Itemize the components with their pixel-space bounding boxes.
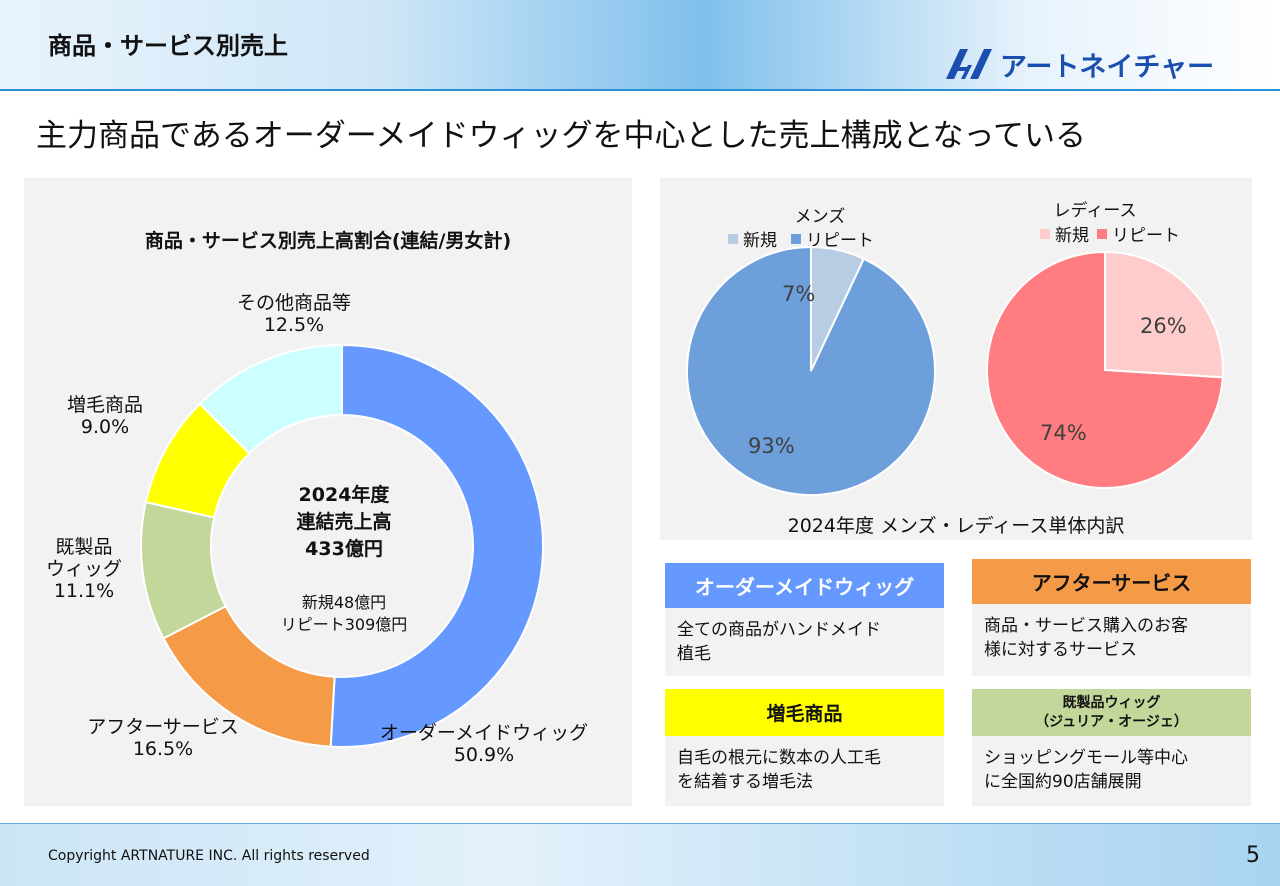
ladies-legend: 新規 リピート <box>1040 221 1180 246</box>
card-order-body2: 植毛 <box>677 644 711 664</box>
label-ready-name2: ウィッグ <box>45 558 122 580</box>
label-ready-name1: 既製品 <box>55 536 113 558</box>
donut-slice-4 <box>198 343 343 455</box>
ladies-legend-repeat: リピート <box>1112 226 1180 246</box>
card-growth-title: 増毛商品 <box>665 689 944 736</box>
logo-mark-icon <box>946 49 992 79</box>
page-number: 5 <box>1246 843 1260 868</box>
men-pie-slice-1 <box>686 245 936 496</box>
center-line2: 連結売上高 <box>296 511 392 533</box>
legend-swatch-men-repeat <box>791 233 801 244</box>
label-order: オーダーメイドウィッグ 50.9% <box>354 722 614 766</box>
logo-wordmark: アートネイチャー <box>1000 51 1215 83</box>
donut-chart-panel: 商品・サービス別売上高割合(連結/男女計) その他商品等 12.5% 増毛商品 … <box>24 178 632 806</box>
legend-swatch-lady-new <box>1040 228 1050 239</box>
label-other: その他商品等 12.5% <box>214 292 374 336</box>
lady-pie-slice-1 <box>986 250 1224 489</box>
header-band <box>0 0 1280 90</box>
center-line1: 2024年度 <box>298 484 390 506</box>
card-after-body2: 様に対するサービス <box>984 640 1137 660</box>
label-after: アフターサービス 16.5% <box>58 716 268 760</box>
label-other-name: その他商品等 <box>236 292 351 314</box>
legend-swatch-lady-repeat <box>1097 228 1107 239</box>
men-new-pct: 7% <box>782 282 816 306</box>
mens-legend-new: 新規 <box>743 231 777 251</box>
label-order-value: 50.9% <box>453 744 515 766</box>
card-order-title: オーダーメイドウィッグ <box>665 563 944 608</box>
card-after-body: 商品・サービス購入のお客 様に対するサービス <box>972 604 1251 676</box>
header-divider <box>0 89 1280 91</box>
card-after-body1: 商品・サービス購入のお客 <box>984 616 1188 636</box>
label-growth-name: 増毛商品 <box>66 394 143 416</box>
headline: 主力商品であるオーダーメイドウィッグを中心とした売上構成となっている <box>36 118 1086 154</box>
label-ready: 既製品 ウィッグ 11.1% <box>32 536 136 602</box>
lady-pie-slice-0 <box>1104 250 1224 379</box>
donut-chart <box>140 343 544 748</box>
footer-band <box>0 824 1280 886</box>
men-repeat-pct: 93% <box>748 434 795 458</box>
pie-caption: 2024年度 メンズ・レディース単体内訳 <box>787 515 1125 537</box>
center-line3: 433億円 <box>305 538 383 560</box>
donut-center-breakdown: 新規48億円 リピート309億円 <box>254 592 434 636</box>
lady-new-pct: 26% <box>1140 314 1187 338</box>
card-ready-title: 既製品ウィッグ （ジュリア・オージェ） <box>972 689 1251 736</box>
card-growth-body: 自毛の根元に数本の人工毛 を結着する増毛法 <box>665 736 944 806</box>
pie-charts <box>686 245 1224 496</box>
pie-charts-panel: メンズ 新規 リピート レディース 新規 リピート 7% 93% 26% 74%… <box>660 178 1252 540</box>
donut-slice-0 <box>329 343 544 748</box>
label-after-name: アフターサービス <box>87 716 239 738</box>
mens-legend: 新規 リピート <box>728 226 874 251</box>
card-order-body: 全ての商品がハンドメイド 植毛 <box>665 608 944 676</box>
card-order-body1: 全ての商品がハンドメイド <box>677 620 881 640</box>
card-ready-body1: ショッピングモール等中心 <box>984 748 1188 768</box>
legend-swatch-men-new <box>728 233 738 244</box>
label-after-value: 16.5% <box>132 738 194 760</box>
mens-legend-repeat: リピート <box>806 231 874 251</box>
donut-center-total: 2024年度 連結売上高 433億円 <box>254 482 434 563</box>
page-title: 商品・サービス別売上 <box>48 32 288 60</box>
center-sub2: リピート309億円 <box>280 615 408 634</box>
company-logo: アートネイチャー <box>944 46 1215 83</box>
card-ready-body: ショッピングモール等中心 に全国約90店舗展開 <box>972 736 1251 806</box>
lady-repeat-pct: 74% <box>1040 421 1087 445</box>
card-ready-body2: に全国約90店舗展開 <box>984 772 1142 792</box>
label-growth-value: 9.0% <box>80 416 130 438</box>
donut-chart-title: 商品・サービス別売上高割合(連結/男女計) <box>144 230 512 252</box>
ladies-pie-title: レディース <box>1053 201 1137 221</box>
label-ready-value: 11.1% <box>53 580 115 602</box>
label-growth: 増毛商品 9.0% <box>46 394 164 438</box>
copyright: Copyright ARTNATURE INC. All rights rese… <box>48 848 370 864</box>
card-after-title: アフターサービス <box>972 559 1251 604</box>
label-order-name: オーダーメイドウィッグ <box>379 722 589 744</box>
card-growth-body2: を結着する増毛法 <box>677 772 813 792</box>
center-sub1: 新規48億円 <box>301 593 387 612</box>
label-other-value: 12.5% <box>263 314 325 336</box>
card-growth-body1: 自毛の根元に数本の人工毛 <box>677 748 881 768</box>
ladies-legend-new: 新規 <box>1055 226 1089 246</box>
mens-pie-title: メンズ <box>794 207 846 227</box>
card-ready-title1: 既製品ウィッグ <box>1062 694 1161 711</box>
card-ready-title2: （ジュリア・オージェ） <box>1035 713 1188 730</box>
